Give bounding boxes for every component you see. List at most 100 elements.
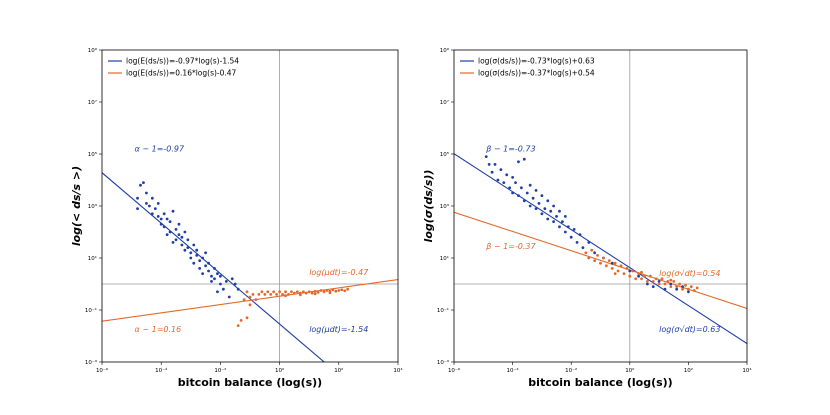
chart-1-blue-point-33 (189, 256, 193, 260)
chart-2-blue-point-26 (543, 207, 547, 211)
chart-1-x-tick-label: 10⁻⁶ (96, 367, 109, 374)
chart-2-blue-point-1 (487, 163, 491, 166)
chart-1-orange-point-40 (298, 293, 302, 297)
chart-2-y-axis-label: log(σ(ds/s)) (422, 170, 435, 243)
chart-2-blue-point-24 (540, 212, 544, 216)
chart-1-orange-point-29 (319, 289, 323, 292)
chart-1-orange-point-36 (340, 288, 344, 292)
chart-2-x-tick-label: 10⁻⁶ (448, 367, 461, 374)
chart-2-orange-point-8 (607, 259, 611, 262)
chart-2-blue-point-19 (528, 183, 532, 187)
chart-2-orange-point-3 (593, 259, 597, 262)
chart-1-y-tick-label: 10⁻¹ (85, 307, 97, 314)
chart-1-blue-point-21 (171, 209, 175, 213)
chart-1-x-tick-label: 10⁻² (214, 367, 226, 374)
chart-2-blue-point-18 (528, 204, 532, 208)
chart-1-y-axis-label: log(< ds/s >) (70, 166, 83, 246)
chart-1-blue-point-40 (201, 256, 205, 260)
chart-2-blue-point-21 (534, 207, 538, 211)
chart-2-blue-point-14 (519, 186, 523, 190)
chart-2-blue-point-27 (546, 217, 550, 221)
chart-2-orange-point-33 (681, 287, 684, 291)
chart-1-series-orange (236, 287, 350, 327)
chart-1-blue-point-12 (159, 217, 163, 221)
chart-1-blue-point-19 (168, 230, 172, 234)
chart-2-blue-point-32 (555, 215, 558, 218)
chart-2-orange-point-14 (625, 267, 629, 270)
chart-2-blue-point-6 (502, 181, 506, 185)
chart-2-blue-point-29 (549, 209, 553, 213)
chart-2-orange-point-5 (599, 261, 602, 265)
chart-2-orange-point-31 (675, 285, 679, 288)
chart-2-blue-point-5 (499, 168, 503, 172)
chart-2-orange-point-0 (584, 251, 588, 255)
chart-1-x-tick-label: 10⁻⁴ (155, 367, 168, 374)
chart-2-blue-point-41 (575, 241, 579, 244)
chart-1-blue-point-37 (195, 248, 199, 252)
chart-1-blue-point-46 (210, 274, 213, 278)
chart-2-blue-point-47 (645, 282, 649, 286)
chart-2-blue-point-17 (525, 191, 529, 195)
chart-1-blue-point-50 (216, 272, 219, 275)
chart-1-blue-point-7 (150, 196, 154, 200)
chart-2-x-tick-label: 10⁻² (565, 367, 577, 374)
chart-2-y-tick-label: 10⁷ (440, 99, 449, 106)
chart-1-orange-point-34 (334, 289, 338, 293)
chart-1-orange-point-17 (284, 290, 287, 294)
chart-2-y-tick-label: 10⁻³ (437, 359, 449, 366)
chart-2-blue-point-49 (657, 280, 661, 283)
chart-2-blue-point-44 (587, 241, 591, 244)
chart-1-orange-point-0 (236, 324, 240, 327)
chart-1-blue-point-13 (159, 222, 163, 226)
chart-2-orange-point-23 (651, 280, 655, 283)
chart-1-blue-point-49 (213, 277, 216, 281)
chart-1-annotation-1: α − 1=-0.97 (135, 144, 185, 153)
chart-2-orange-point-13 (622, 272, 626, 275)
chart-1-blue-point-47 (210, 280, 213, 283)
chart-1-blue-point-38 (198, 259, 202, 262)
chart-2-blue-point-39 (569, 235, 573, 239)
chart-1-orange-point-12 (269, 293, 273, 296)
chart-2-orange-point-2 (590, 248, 594, 252)
chart-1-blue-point-23 (174, 238, 178, 242)
chart-2: 10⁻⁶ 10⁻⁴ 10⁻² 10⁰ 10² 10⁴ 10⁻³ 10⁻¹ 10¹ 10³ 10⁵ 10… (422, 47, 752, 389)
chart-1-y-tick-label: 10³ (88, 203, 97, 210)
chart-2-x-tick-label: 10⁻⁴ (507, 367, 520, 374)
chart-1-orange-point-41 (313, 292, 317, 296)
chart-1-blue-point-10 (156, 215, 160, 218)
chart-2-blue-point-57 (628, 269, 632, 273)
chart-2-orange-point-27 (663, 282, 667, 286)
chart-2-annotation-4: log(σ√dt)=0.63 (659, 325, 720, 334)
chart-2-blue-point-51 (669, 282, 673, 286)
chart-1-y-tick-label: 10⁵ (88, 151, 97, 158)
chart-2-legend-label: log(σ(ds/s))=-0.37*log(s)+0.54 (478, 69, 595, 78)
chart-2-blue-point-53 (681, 285, 684, 288)
chart-2-orange-point-29 (669, 285, 673, 288)
chart-1-orange-point-27 (313, 289, 317, 293)
chart-2-blue-point-9 (511, 176, 514, 179)
chart-2-blue-point-50 (663, 287, 667, 291)
chart-2-orange-point-39 (613, 272, 617, 275)
chart-2-orange-point-32 (678, 282, 682, 286)
chart-1-orange-point-28 (316, 290, 320, 294)
chart-1-blue-point-57 (233, 282, 237, 286)
chart-1-blue-point-55 (224, 280, 228, 283)
chart-2-blue-point-13 (517, 160, 520, 164)
chart-1-orange-point-23 (301, 290, 305, 294)
chart-1-orange-point-24 (304, 291, 308, 295)
chart-1-orange-point-18 (287, 293, 290, 296)
chart-1-x-tick-label: 10⁴ (393, 367, 403, 374)
chart-1-orange-point-8 (257, 293, 261, 296)
chart-1-blue-point-32 (189, 251, 193, 255)
chart-1-blue-point-22 (174, 228, 178, 231)
chart-1-orange-point-10 (263, 293, 267, 296)
chart-1-blue-point-15 (162, 225, 166, 229)
chart-1-blue-point-39 (198, 267, 202, 270)
chart-1-y-tick-label: 10⁹ (88, 47, 97, 54)
chart-1-blue-point-56 (230, 277, 234, 281)
chart-1-blue-point-4 (145, 191, 148, 195)
chart-1-blue-point-20 (171, 241, 175, 244)
chart-1-blue-point-9 (153, 207, 157, 211)
chart-1-orange-point-25 (307, 290, 311, 294)
